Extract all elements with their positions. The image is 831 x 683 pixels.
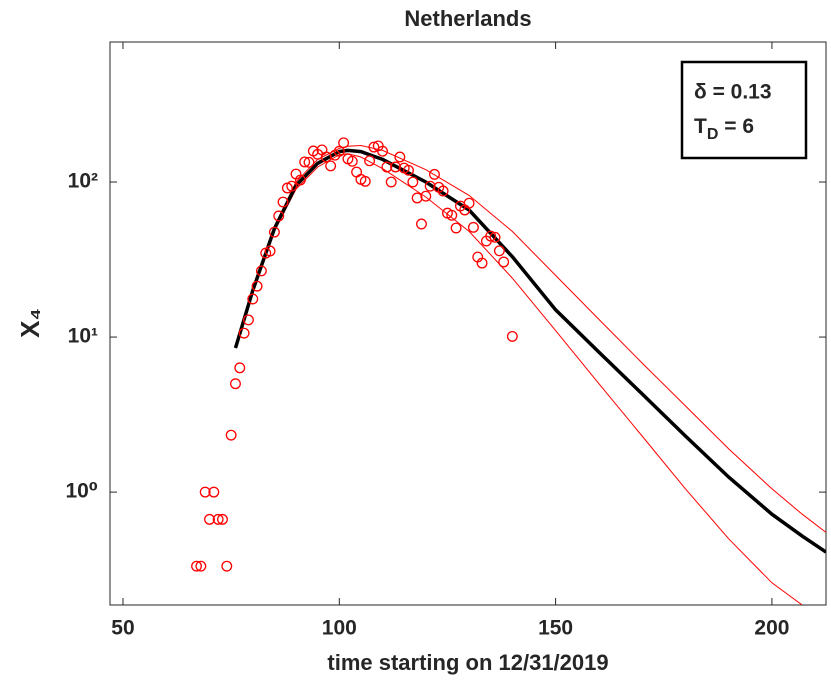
data-point (368, 141, 380, 153)
data-point (476, 257, 488, 269)
data-point (351, 166, 363, 178)
data-point (195, 560, 207, 572)
data-point (416, 218, 427, 230)
data-point (346, 155, 358, 167)
plot-frame (109, 41, 827, 606)
data-point (217, 513, 228, 525)
fit-curve (235, 144, 826, 533)
annotation: δ = 0.13 (694, 81, 772, 104)
data-point (199, 486, 211, 498)
x-tick-label: 50 (111, 617, 134, 640)
x-axis-label: time starting on 12/31/2019 (327, 650, 608, 675)
data-point (424, 180, 436, 192)
data-point (359, 175, 371, 187)
data-point (377, 145, 389, 157)
annotation-rest: = 6 (718, 115, 754, 138)
data-point (294, 174, 306, 186)
y-tick-label: 10⁰ (65, 480, 98, 503)
data-point (489, 231, 501, 243)
data-point (325, 160, 337, 172)
data-point (498, 256, 510, 268)
data-point (407, 176, 419, 188)
y-axis-label: X₄ (15, 308, 45, 338)
data-point (506, 330, 518, 342)
annotation: TD = 6 (694, 115, 754, 144)
data-point (204, 513, 215, 525)
data-point (208, 486, 220, 498)
data-point (247, 293, 259, 305)
data-point (286, 180, 298, 192)
data-point (485, 230, 497, 242)
data-point (493, 245, 505, 257)
annotation-sub: D (707, 126, 719, 143)
data-point (225, 429, 237, 441)
data-point (277, 196, 289, 208)
chart-title: Netherlands (404, 6, 531, 31)
data-point (467, 221, 479, 233)
data-point (212, 513, 224, 525)
data-point (385, 176, 397, 188)
data-point (446, 209, 458, 221)
data-point (390, 161, 401, 173)
data-point (394, 151, 406, 163)
data-point (255, 265, 267, 277)
data-point (364, 155, 376, 167)
data-point (333, 145, 345, 157)
data-point (437, 185, 449, 197)
data-point (268, 226, 280, 238)
data-point (381, 161, 393, 173)
data-point (264, 245, 276, 257)
data-point (411, 192, 423, 204)
x-tick-label: 150 (538, 617, 573, 640)
data-point (238, 327, 250, 339)
data-point (420, 190, 432, 202)
data-point (463, 197, 475, 209)
data-point (234, 362, 246, 374)
x-tick-label: 100 (322, 617, 357, 640)
data-point (221, 560, 233, 572)
x-tick-label: 200 (754, 617, 789, 640)
y-tick-label: 10² (68, 170, 98, 193)
data-point (299, 156, 311, 168)
data-point (242, 314, 254, 326)
data-point (450, 222, 462, 234)
annotation-base: T (694, 115, 707, 138)
data-point (251, 280, 263, 292)
data-point (429, 168, 440, 180)
fit-curve (235, 153, 803, 605)
data-point (273, 210, 285, 222)
y-tick-label: 10¹ (68, 325, 98, 348)
data-point (303, 156, 315, 168)
data-point (338, 137, 350, 149)
data-point (230, 378, 241, 390)
annotation-box (680, 60, 808, 160)
fit-curve (233, 148, 826, 554)
data-point (403, 164, 414, 176)
data-point (191, 560, 202, 572)
